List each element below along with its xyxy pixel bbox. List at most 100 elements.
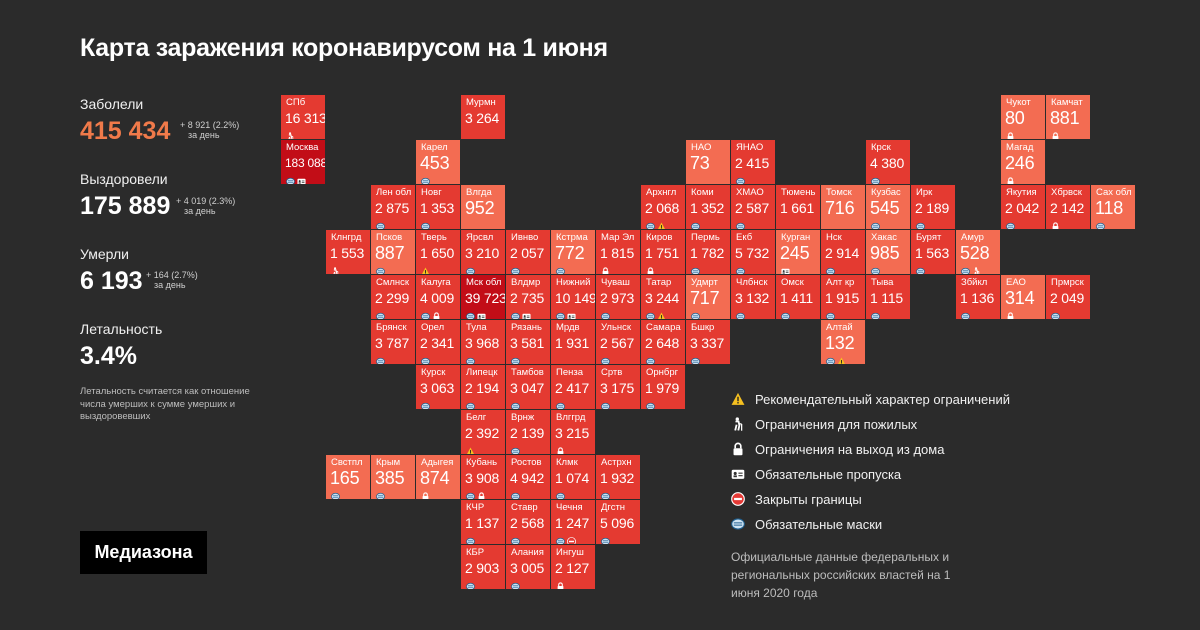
region-tile[interactable]: Ирк 2 189 xyxy=(911,185,955,229)
region-tile[interactable]: Магад 246 xyxy=(1001,140,1045,184)
region-tile[interactable]: Сртв 3 175 xyxy=(596,365,640,409)
region-tile[interactable]: КБР 2 903 xyxy=(461,545,505,589)
region-tile[interactable]: Влгда 952 xyxy=(461,185,505,229)
region-tile[interactable]: Кстрма 772 xyxy=(551,230,595,274)
region-tile[interactable]: Хбрвск 2 142 xyxy=(1046,185,1090,229)
region-tile[interactable]: Тверь 1 650 xyxy=(416,230,460,274)
region-tile[interactable]: Алт кр 1 915 xyxy=(821,275,865,319)
region-tile[interactable]: Новг 1 353 xyxy=(416,185,460,229)
region-tile[interactable]: Пенза 2 417 xyxy=(551,365,595,409)
region-tile[interactable]: Сах обл 118 xyxy=(1091,185,1135,229)
region-tile[interactable]: Влггрд 3 215 xyxy=(551,410,595,454)
region-tile[interactable]: Адыгея 874 xyxy=(416,455,460,499)
region-tile[interactable]: Члбнск 3 132 xyxy=(731,275,775,319)
region-tile[interactable]: Лен обл 2 875 xyxy=(371,185,415,229)
region-tile[interactable]: Тыва 1 115 xyxy=(866,275,910,319)
region-tile[interactable]: Белг 2 392 xyxy=(461,410,505,454)
region-tile[interactable]: Москва 183 088 xyxy=(281,140,325,184)
region-tile[interactable]: Алтай 132 xyxy=(821,320,865,364)
region-tile[interactable]: Ставр 2 568 xyxy=(506,500,550,544)
region-tile[interactable]: ЯНАО 2 415 xyxy=(731,140,775,184)
region-tile[interactable]: Томск 716 xyxy=(821,185,865,229)
region-tile[interactable]: Бшкр 3 337 xyxy=(686,320,730,364)
region-icons xyxy=(601,487,637,499)
region-tile[interactable]: СПб 16 313 xyxy=(281,95,325,139)
region-tile[interactable]: Чечня 1 247 xyxy=(551,500,595,544)
region-tile[interactable]: Нск 2 914 xyxy=(821,230,865,274)
region-tile[interactable]: Рязань 3 581 xyxy=(506,320,550,364)
region-case-count: 1 932 xyxy=(600,470,635,486)
lock-icon xyxy=(1006,128,1015,139)
region-abbr: Москва xyxy=(286,142,319,153)
region-tile[interactable]: Ивнво 2 057 xyxy=(506,230,550,274)
region-tile[interactable]: Чукот 80 xyxy=(1001,95,1045,139)
region-tile[interactable]: Брянск 3 787 xyxy=(371,320,415,364)
region-tile[interactable]: Хакас 985 xyxy=(866,230,910,274)
region-tile[interactable]: Амур 528 xyxy=(956,230,1000,274)
region-tile[interactable]: Клнгрд 1 553 xyxy=(326,230,370,274)
region-case-count: 772 xyxy=(555,243,585,263)
region-tile[interactable]: Самара 2 648 xyxy=(641,320,685,364)
region-tile[interactable]: Курган 245 xyxy=(776,230,820,274)
region-tile[interactable]: КЧР 1 137 xyxy=(461,500,505,544)
region-tile[interactable]: ЕАО 314 xyxy=(1001,275,1045,319)
region-abbr: Омск xyxy=(781,277,804,288)
region-tile[interactable]: Крым 385 xyxy=(371,455,415,499)
region-tile[interactable]: Крск 4 380 xyxy=(866,140,910,184)
region-tile[interactable]: Киров 1 751 xyxy=(641,230,685,274)
region-tile[interactable]: Коми 1 352 xyxy=(686,185,730,229)
region-tile[interactable]: Камчат 881 xyxy=(1046,95,1090,139)
region-tile[interactable]: Екб 5 732 xyxy=(731,230,775,274)
region-abbr: Татар xyxy=(646,277,672,288)
region-tile[interactable]: Кубань 3 908 xyxy=(461,455,505,499)
region-tile[interactable]: Астрхн 1 932 xyxy=(596,455,640,499)
region-tile[interactable]: Нижний 10 149 xyxy=(551,275,595,319)
region-tile[interactable]: Мар Эл 1 815 xyxy=(596,230,640,274)
region-tile[interactable]: Пермь 1 782 xyxy=(686,230,730,274)
region-tile[interactable]: Влдмр 2 735 xyxy=(506,275,550,319)
mask-icon xyxy=(916,263,925,274)
region-tile[interactable]: Орел 2 341 xyxy=(416,320,460,364)
region-tile[interactable]: Удмрт 717 xyxy=(686,275,730,319)
region-tile[interactable]: Липецк 2 194 xyxy=(461,365,505,409)
region-tile[interactable]: Врнж 2 139 xyxy=(506,410,550,454)
region-tile[interactable]: Збйкл 1 136 xyxy=(956,275,1000,319)
region-tile[interactable]: Ярсвл 3 210 xyxy=(461,230,505,274)
region-tile[interactable]: Омск 1 411 xyxy=(776,275,820,319)
region-tile[interactable]: Псков 887 xyxy=(371,230,415,274)
region-tile[interactable]: Тула 3 968 xyxy=(461,320,505,364)
region-tile[interactable]: Мрдв 1 931 xyxy=(551,320,595,364)
region-case-count: 1 352 xyxy=(690,200,725,216)
region-tile[interactable]: Татар 3 244 xyxy=(641,275,685,319)
source-note: Официальные данные федеральных и региона… xyxy=(731,550,951,600)
region-tile[interactable]: Ингуш 2 127 xyxy=(551,545,595,589)
region-tile[interactable]: Дгстн 5 096 xyxy=(596,500,640,544)
region-tile[interactable]: Ростов 4 942 xyxy=(506,455,550,499)
region-tile[interactable]: Смлнск 2 299 xyxy=(371,275,415,319)
region-tile[interactable]: Клмк 1 074 xyxy=(551,455,595,499)
region-tile[interactable]: Алания 3 005 xyxy=(506,545,550,589)
region-tile[interactable]: Ульнск 2 567 xyxy=(596,320,640,364)
brand-logo[interactable]: Медиазона xyxy=(80,531,207,574)
legend-item: Рекомендательный характер ограничений xyxy=(731,389,1061,409)
region-tile[interactable]: Мурмн 3 264 xyxy=(461,95,505,139)
region-tile[interactable]: Якутия 2 042 xyxy=(1001,185,1045,229)
region-tile[interactable]: Тюмень 1 661 xyxy=(776,185,820,229)
region-tile[interactable]: Курск 3 063 xyxy=(416,365,460,409)
legend-item: Закрыты границы xyxy=(731,489,1061,509)
region-tile[interactable]: Бурят 1 563 xyxy=(911,230,955,274)
region-tile[interactable]: Мск обл 39 723 xyxy=(461,275,505,319)
mask-icon xyxy=(466,398,475,409)
region-tile[interactable]: ХМАО 2 587 xyxy=(731,185,775,229)
region-tile[interactable]: Карел 453 xyxy=(416,140,460,184)
region-tile[interactable]: Тамбов 3 047 xyxy=(506,365,550,409)
pass-icon xyxy=(781,263,790,274)
region-tile[interactable]: Чуваш 2 973 xyxy=(596,275,640,319)
region-tile[interactable]: НАО 73 xyxy=(686,140,730,184)
region-tile[interactable]: Свстпл 165 xyxy=(326,455,370,499)
region-tile[interactable]: Калуга 4 009 xyxy=(416,275,460,319)
region-tile[interactable]: Архнгл 2 068 xyxy=(641,185,685,229)
region-tile[interactable]: Орнбрг 1 979 xyxy=(641,365,685,409)
region-tile[interactable]: Кузбас 545 xyxy=(866,185,910,229)
region-tile[interactable]: Прмрск 2 049 xyxy=(1046,275,1090,319)
